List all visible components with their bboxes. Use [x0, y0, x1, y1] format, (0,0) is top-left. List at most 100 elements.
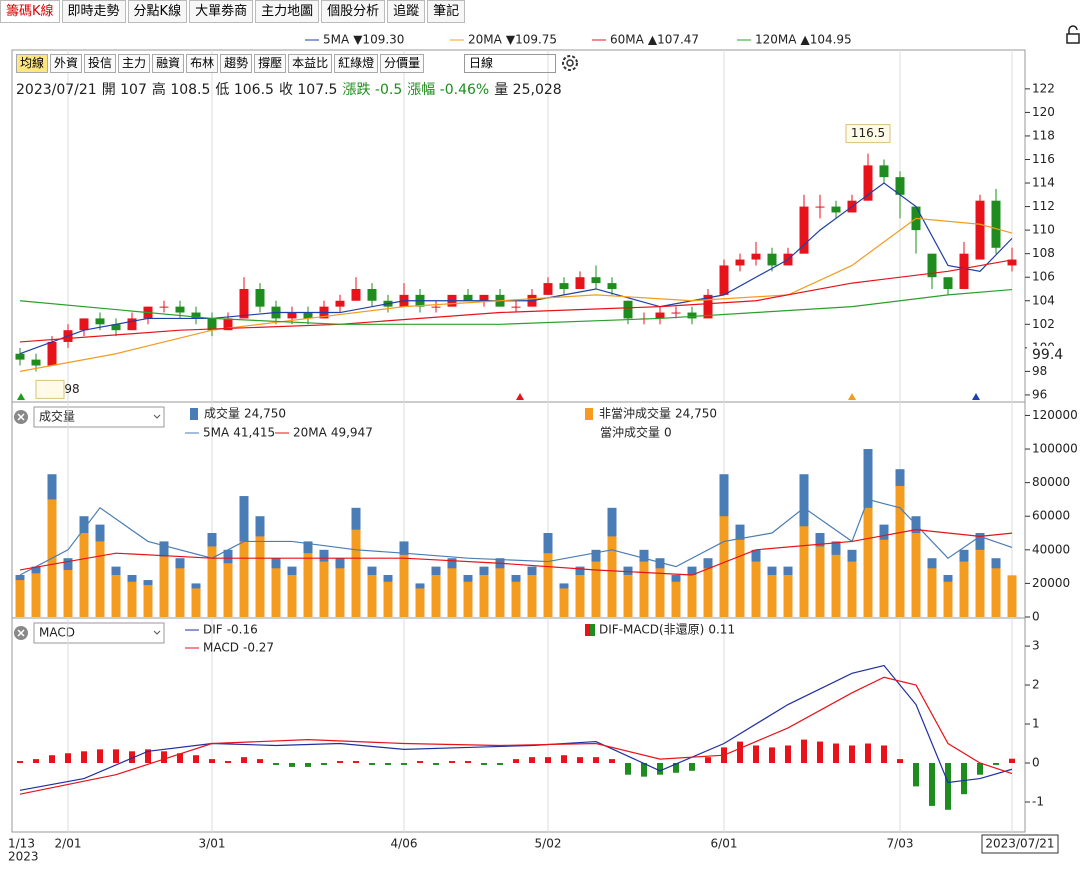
candle-body: [95, 318, 105, 325]
bar: [799, 526, 809, 617]
candle-body: [127, 318, 137, 331]
indicator-button[interactable]: 撐壓: [254, 54, 287, 73]
bar: [639, 561, 649, 617]
tab[interactable]: 追蹤: [387, 0, 426, 23]
bar: [959, 561, 969, 617]
bar: [881, 745, 887, 764]
annotation: 116.5: [851, 126, 885, 140]
bar: [79, 533, 89, 617]
bar: [895, 485, 905, 617]
indicator-button[interactable]: 主力: [118, 54, 151, 73]
candle-body: [703, 294, 713, 319]
tab[interactable]: 主力地圖: [255, 0, 320, 23]
bar: [689, 763, 695, 771]
dropdown[interactable]: [33, 406, 165, 428]
y-tick-label: 60000: [1032, 509, 1070, 523]
candle-body: [687, 312, 697, 319]
bar: [383, 581, 393, 617]
indicator-button[interactable]: 外資: [50, 54, 83, 73]
candle-body: [975, 200, 985, 260]
bar: [209, 759, 215, 764]
legend-name: 20MA: [293, 426, 328, 440]
tab[interactable]: 即時走勢: [61, 0, 126, 23]
bar: [657, 763, 663, 775]
close-icon[interactable]: [14, 410, 28, 424]
bar: [369, 763, 375, 765]
dropdown[interactable]: [33, 622, 165, 644]
candle-body: [863, 165, 873, 201]
candle-body: [767, 253, 777, 266]
candle-body: [111, 324, 121, 331]
indicator-button[interactable]: 本益比: [288, 54, 333, 73]
bar: [225, 761, 231, 764]
bar: [193, 755, 199, 764]
candle-body: [927, 253, 937, 278]
bar: [737, 741, 743, 764]
legend-name: DIF-MACD(非還原): [599, 623, 704, 637]
annotation-box: [35, 379, 65, 399]
tab[interactable]: 個股分析: [321, 0, 386, 23]
bar: [1009, 758, 1015, 764]
lock-icon[interactable]: [1066, 25, 1080, 44]
bar: [671, 581, 681, 617]
legend-name: 120MA: [755, 33, 797, 47]
candle-body: [559, 283, 569, 289]
candle-body: [943, 277, 953, 289]
y-tick-label: 20000: [1032, 576, 1070, 590]
x-tick-label: 6/01: [711, 837, 738, 851]
bar: [465, 761, 471, 764]
settings-icon[interactable]: [562, 55, 578, 71]
legend-value: 49,947: [331, 426, 373, 440]
candle-body: [799, 206, 809, 254]
candle-body: [735, 259, 745, 266]
candle-body: [159, 306, 169, 308]
bar: [929, 763, 935, 806]
y-tick-label: 104: [1032, 293, 1055, 307]
indicator-button[interactable]: 均線: [16, 54, 49, 73]
close-icon[interactable]: [14, 626, 28, 640]
indicator-button[interactable]: 分價量: [380, 54, 425, 73]
bar: [65, 753, 71, 764]
tab[interactable]: 籌碼K線: [0, 0, 60, 23]
candle-body: [239, 288, 249, 319]
candle-body: [815, 206, 825, 208]
period-select[interactable]: 日線: [464, 54, 556, 73]
bar: [337, 761, 343, 764]
tab[interactable]: 分點K線: [127, 0, 188, 23]
indicator-button[interactable]: 投信: [84, 54, 117, 73]
bar: [463, 581, 473, 617]
candle-body: [367, 288, 377, 301]
tab[interactable]: 大單劵商: [189, 0, 254, 23]
indicator-button[interactable]: 布林: [186, 54, 219, 73]
price-marker-box: [1027, 345, 1067, 364]
bar: [769, 747, 775, 764]
y-tick-label: 96: [1032, 387, 1047, 401]
candle-body: [335, 300, 345, 307]
bar: [879, 539, 889, 617]
bar: [273, 763, 279, 765]
indicator-button[interactable]: 融資: [152, 54, 185, 73]
bar: [975, 549, 985, 617]
legend-value: 0: [664, 426, 672, 440]
dropdown-arrow: [153, 414, 161, 419]
x-tick-label: 5/02: [535, 837, 562, 851]
dropdown-arrow: [153, 630, 161, 635]
bar: [479, 575, 489, 617]
bar: [801, 739, 807, 764]
bar: [241, 757, 247, 764]
legend-value: ▼109.75: [506, 33, 557, 47]
x-tick-label: 3/01: [199, 837, 226, 851]
tab[interactable]: 筆記: [427, 0, 466, 23]
bar: [95, 541, 105, 617]
candle-body: [79, 318, 89, 331]
indicator-button[interactable]: 趨勢: [220, 54, 253, 73]
legend-value: 41,415: [233, 426, 275, 440]
bar: [97, 749, 103, 764]
bar: [271, 568, 281, 617]
tab-bar: 籌碼K線 即時走勢 分點K線 大單劵商 主力地圖 個股分析 追蹤 筆記: [0, 0, 467, 23]
indicator-button[interactable]: 紅綠燈: [334, 54, 379, 73]
candle-body: [191, 312, 201, 319]
bar: [687, 575, 697, 617]
bar: [783, 575, 793, 617]
bar: [305, 763, 311, 767]
